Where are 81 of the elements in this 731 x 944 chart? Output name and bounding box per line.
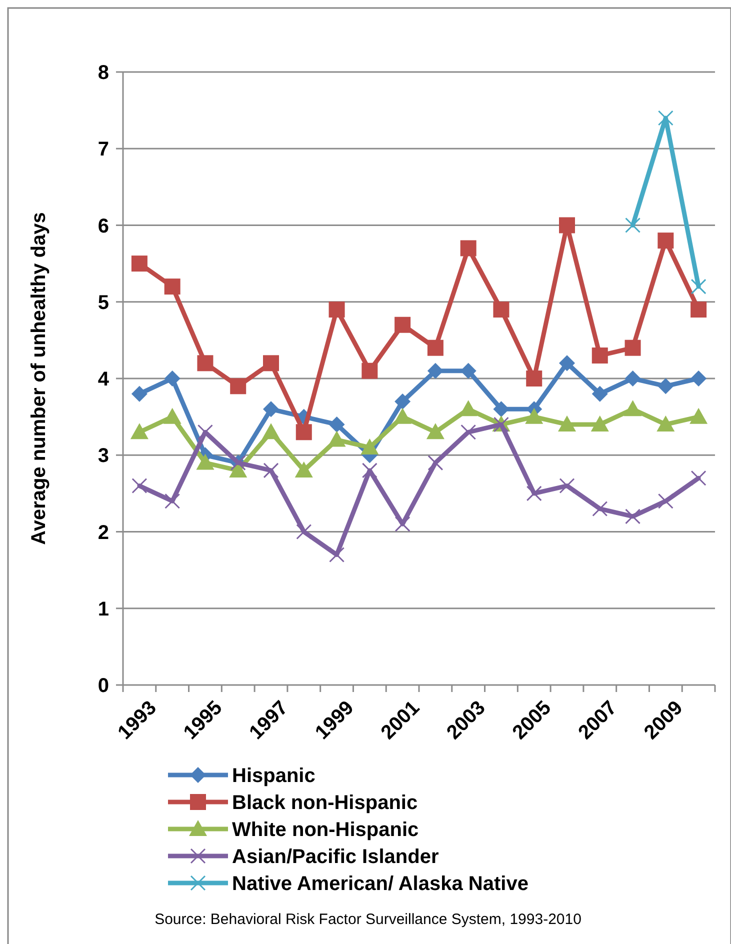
y-tick-label: 7 [98, 138, 109, 161]
point [197, 424, 213, 440]
point [559, 217, 575, 234]
y-tick-label: 6 [98, 215, 109, 238]
point [394, 316, 411, 333]
point [130, 423, 148, 440]
y-tick-label: 8 [98, 62, 109, 84]
point [328, 430, 346, 447]
point [131, 386, 148, 402]
point [163, 408, 182, 424]
point [328, 302, 345, 318]
point [590, 415, 609, 432]
legend-label: Asian/Pacific Islander [232, 846, 439, 868]
point [164, 370, 180, 386]
point [658, 378, 674, 394]
y-tick-label: 1 [98, 598, 109, 620]
y-axis-title: Average number of unhealthy days [28, 212, 50, 545]
y-tick-label: 2 [98, 522, 109, 544]
point [493, 401, 510, 418]
point [360, 438, 379, 454]
y-tick-label: 3 [98, 445, 109, 468]
point [394, 393, 411, 410]
point [296, 424, 312, 440]
point [427, 362, 444, 379]
point [658, 232, 674, 249]
point [559, 478, 575, 494]
y-tick-label: 4 [98, 368, 110, 390]
point [625, 218, 641, 233]
point [525, 408, 544, 424]
point [263, 355, 279, 372]
point [427, 340, 444, 356]
point [624, 400, 642, 416]
legend-label: White non-Hispanic [232, 819, 419, 841]
legend-label: Black non-Hispanic [232, 792, 418, 814]
point [164, 278, 180, 295]
point [196, 454, 214, 470]
point [592, 348, 608, 364]
point [624, 370, 641, 386]
point [329, 546, 345, 562]
point [656, 415, 675, 432]
source-note: Source: Behavioral Risk Factor Surveillance System, 1993-2010 [154, 911, 582, 928]
point [428, 455, 444, 471]
point [263, 462, 279, 478]
point [592, 501, 608, 517]
point [658, 110, 674, 126]
point [624, 340, 641, 356]
point [493, 302, 510, 318]
point [426, 423, 444, 440]
point [362, 462, 378, 478]
point [328, 416, 345, 432]
point [690, 470, 706, 486]
point [460, 424, 476, 440]
point [394, 516, 410, 532]
point [460, 362, 476, 379]
point [690, 408, 708, 424]
point [658, 493, 674, 509]
point [262, 423, 280, 440]
point [526, 370, 542, 386]
legend-label: Hispanic [232, 765, 316, 787]
point [197, 355, 214, 372]
point [592, 386, 608, 402]
point [394, 408, 412, 424]
point [362, 362, 378, 379]
point [558, 415, 576, 432]
point [526, 486, 542, 502]
point [296, 524, 312, 540]
point [559, 355, 575, 372]
point [690, 302, 707, 318]
point [460, 240, 476, 256]
point [690, 278, 706, 294]
point [625, 508, 641, 524]
legend-label: Native American/ Alaska Native [232, 873, 528, 895]
point [263, 401, 279, 418]
point [132, 478, 148, 494]
point [690, 370, 707, 386]
point [164, 493, 180, 509]
y-tick-label: 0 [98, 675, 109, 697]
point [294, 461, 313, 478]
point [230, 378, 246, 394]
y-tick-label: 5 [98, 292, 109, 314]
point [131, 256, 148, 272]
